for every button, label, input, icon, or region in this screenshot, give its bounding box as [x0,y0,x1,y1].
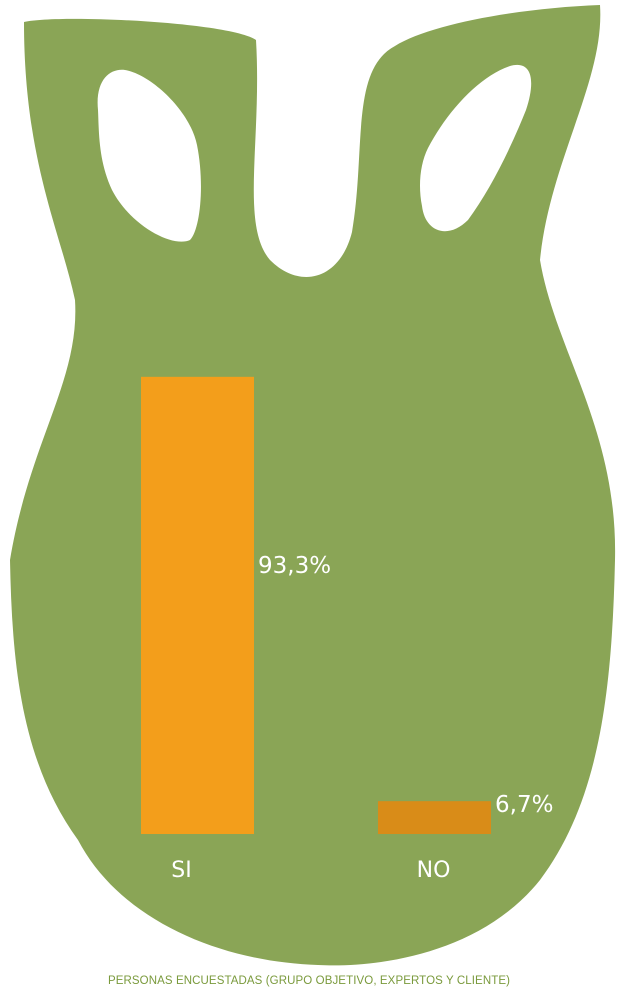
category-label-no: NO [417,858,451,883]
bars-layer [141,376,491,834]
labels-layer: 93,3% SI 6,7% NO [171,553,553,883]
bar-no [378,801,491,834]
bar-si [141,376,254,834]
category-label-si: SI [171,858,191,883]
shopping-bag-shape [10,5,616,966]
chart-caption: PERSONAS ENCUESTADAS (GRUPO OBJETIVO, EX… [107,975,511,987]
value-label-no: 6,7% [495,792,553,818]
value-label-si: 93,3% [258,553,331,579]
